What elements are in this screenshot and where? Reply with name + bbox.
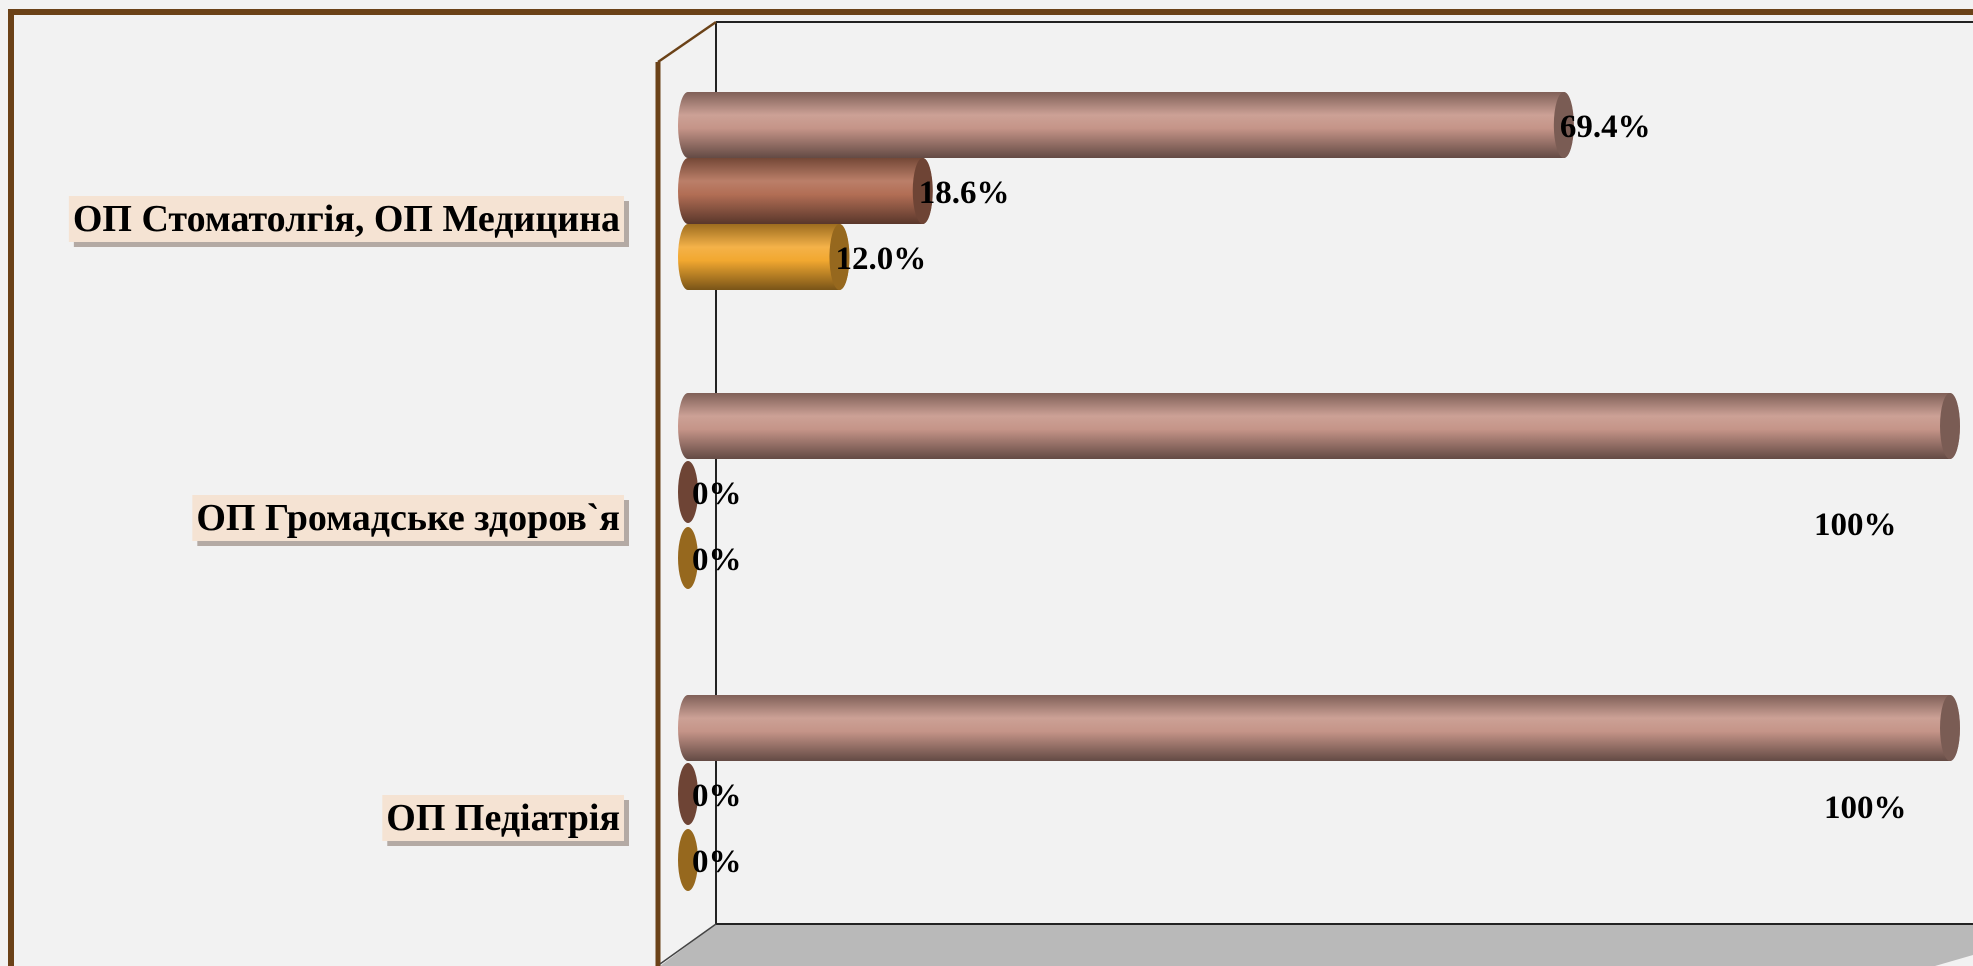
slide-frame-left (8, 9, 14, 966)
bar-cap-0-series-0 (1553, 92, 1574, 158)
value-label-1-series-0: 100% (1814, 507, 1897, 543)
value-label-0-series-2: 12.0% (835, 241, 926, 277)
bar-0-series-2 (678, 224, 850, 290)
bar-cap-1-series-0 (1940, 393, 1960, 459)
chart-floor (660, 924, 1973, 966)
bar-0-series-1 (678, 158, 933, 224)
bars-layer (678, 92, 1960, 891)
bar-1-series-0 (678, 393, 1960, 459)
category-label-text-2: ОП Педіатрія (386, 797, 620, 839)
bar-cap-0-series-2 (829, 224, 850, 290)
slide-frame-top (8, 9, 1973, 15)
value-label-1-series-1: 0% (692, 476, 742, 512)
bar-0-series-0 (678, 92, 1574, 158)
value-labels-layer: 69.4% 18.6% 12.0% 100% 0% 0% 100% 0% 0% (692, 109, 1907, 880)
bar-2-series-2 (678, 829, 698, 891)
bar-2-series-1 (678, 763, 698, 825)
bar-1-series-2 (678, 527, 698, 589)
category-label-text-0: ОП Стоматолгія, ОП Медицина (73, 198, 620, 240)
category-labels-layer: ОП Стоматолгія, ОП Медицина ОП Громадське… (68, 196, 629, 846)
bar-1-series-1 (678, 461, 698, 523)
bar-2-series-0 (678, 695, 1960, 761)
value-label-2-series-1: 0% (692, 778, 742, 814)
side-wall-bottom-edge (659, 923, 717, 965)
value-label-1-series-2: 0% (692, 542, 742, 578)
category-label-0: ОП Стоматолгія, ОП Медицина (68, 196, 629, 247)
value-label-2-series-0: 100% (1824, 790, 1907, 826)
bar-cap-0-series-1 (912, 158, 933, 224)
category-label-2: ОП Педіатрія (382, 795, 629, 846)
value-label-0-series-0: 69.4% (1560, 109, 1651, 145)
category-label-box-1 (192, 495, 624, 541)
value-label-2-series-2: 0% (692, 844, 742, 880)
category-label-text-1: ОП Громадське здоров`я (196, 497, 620, 539)
side-wall-top-edge (657, 20, 717, 64)
category-label-1: ОП Громадське здоров`я (192, 495, 629, 546)
category-label-box-0 (68, 196, 624, 242)
bar-cap-2-series-0 (1940, 695, 1960, 761)
value-label-0-series-1: 18.6% (919, 175, 1010, 211)
category-label-box-2 (382, 795, 624, 841)
